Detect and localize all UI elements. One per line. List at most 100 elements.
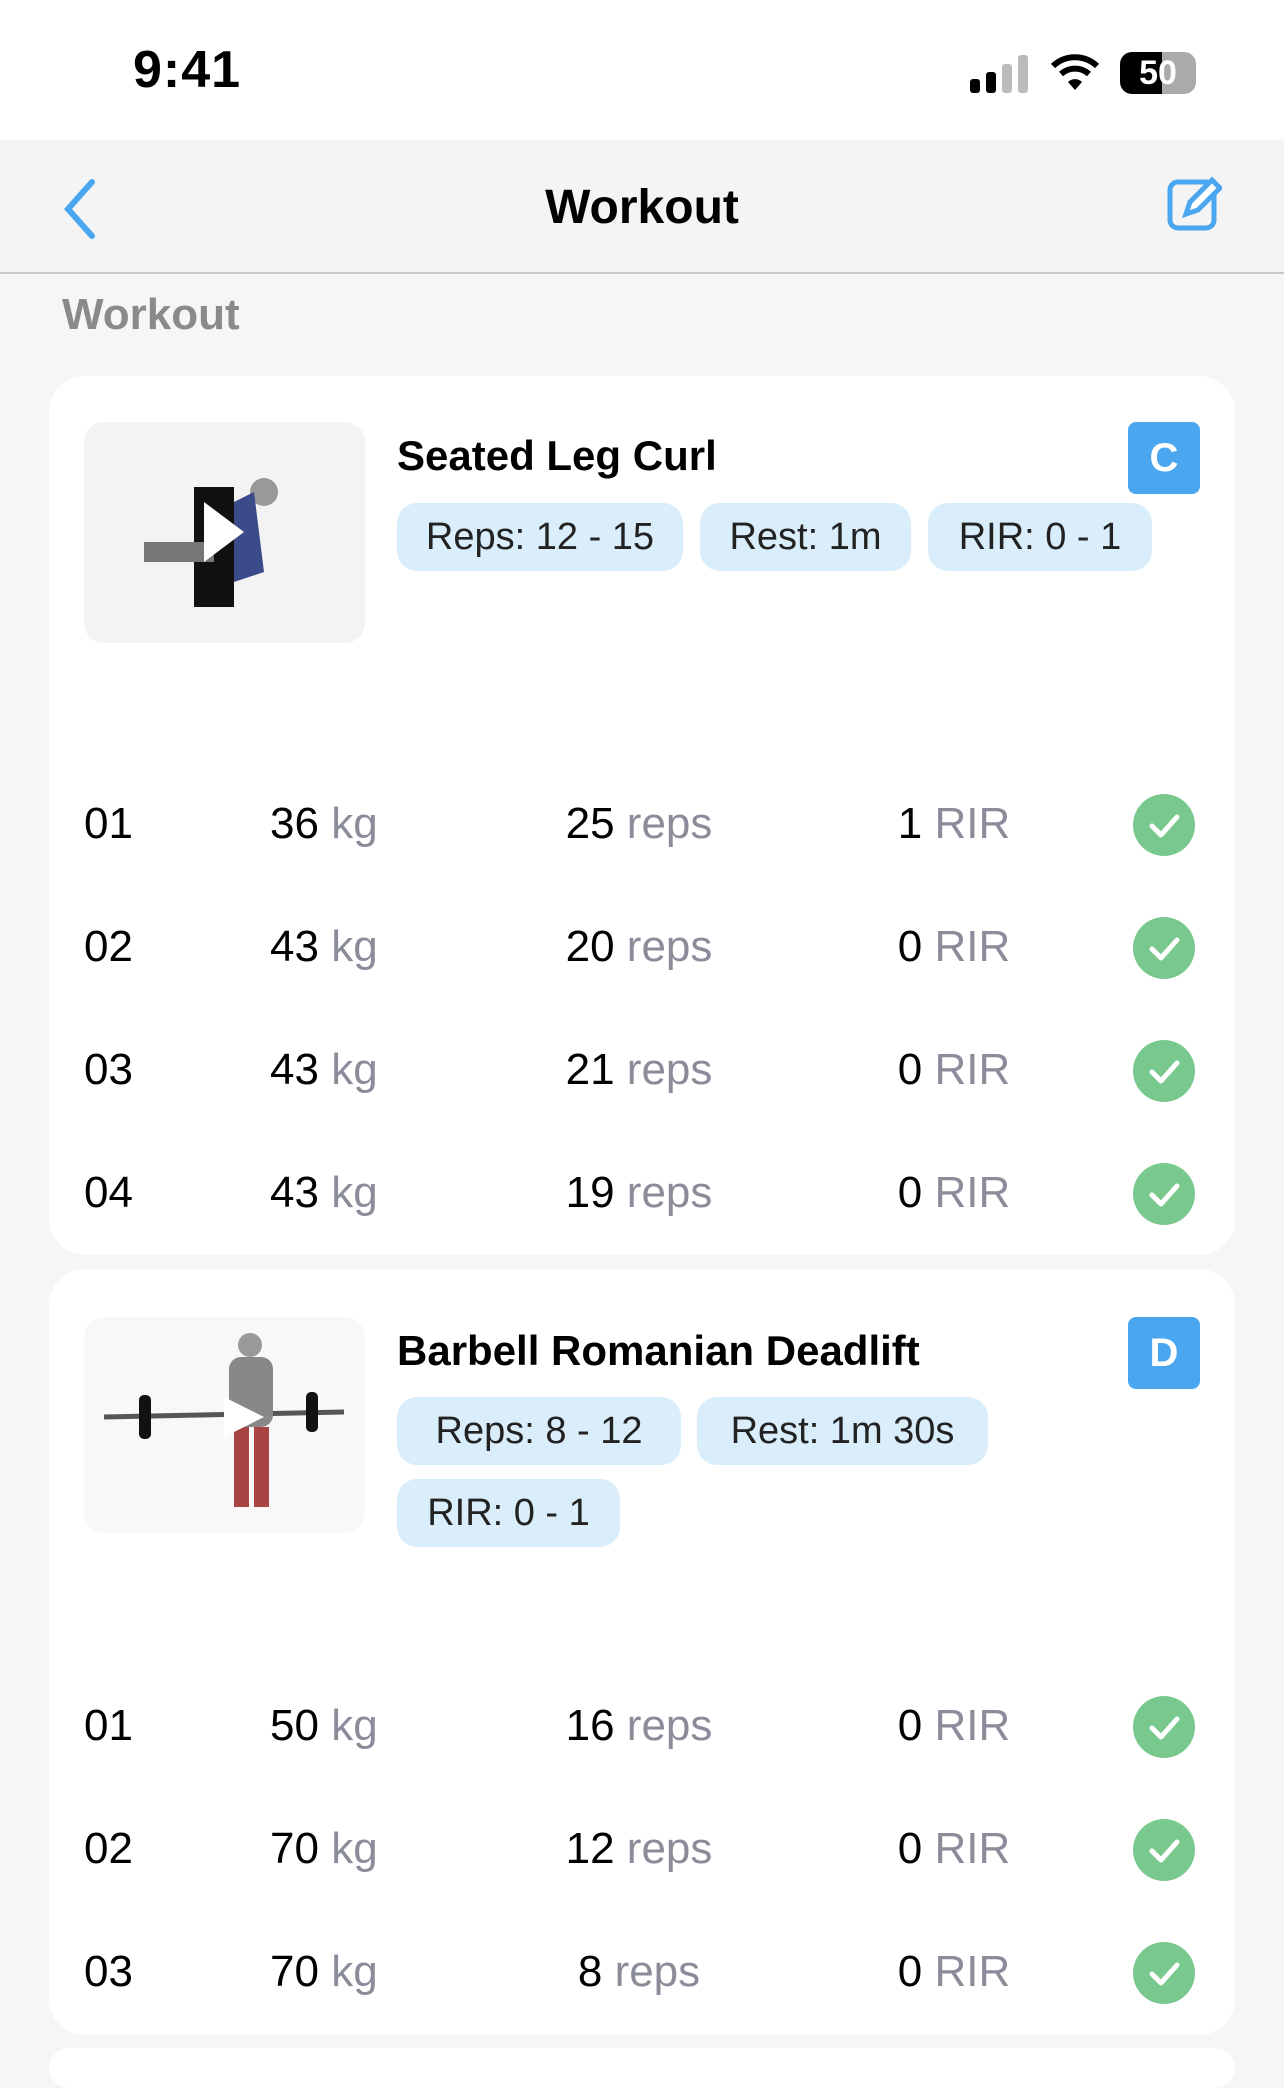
set-rir: 0 RIR [849, 1701, 1059, 1751]
rir-unit: RIR [934, 799, 1011, 848]
set-number: 03 [84, 1947, 133, 1996]
signal-icon [970, 55, 1028, 93]
rir-value: 1 [897, 799, 923, 848]
exercise-illustration [103, 1333, 345, 1507]
set-complete-checkmark-icon[interactable] [1133, 1819, 1195, 1881]
rir-value: 0 [897, 1045, 923, 1094]
rest-chip: Rest: 1m 30s [697, 1397, 988, 1465]
reps-value: 16 [565, 1701, 615, 1750]
weight-unit: kg [331, 1701, 378, 1750]
weight-value: 70 [270, 1824, 319, 1873]
superset-badge: C [1128, 422, 1200, 494]
weight-value: 36 [270, 799, 319, 848]
set-weight: 43 kg [270, 1045, 378, 1095]
set-weight: 43 kg [270, 922, 378, 972]
rir-value: 0 [897, 1168, 923, 1217]
exercise-card[interactable]: Barbell Romanian Deadlift D Reps: 8 - 12… [49, 1269, 1235, 2035]
reps-unit: reps [626, 1824, 713, 1873]
reps-chip: Reps: 12 - 15 [397, 503, 683, 571]
set-number: 01 [84, 1701, 133, 1750]
rir-unit: RIR [934, 922, 1011, 971]
play-icon [204, 502, 244, 562]
set-complete-checkmark-icon[interactable] [1133, 1040, 1195, 1102]
set-rir: 0 RIR [849, 1824, 1059, 1874]
rir-unit: RIR [934, 1168, 1011, 1217]
rir-unit: RIR [934, 1045, 1011, 1094]
battery-level: 50 [1139, 54, 1177, 92]
weight-value: 70 [270, 1947, 319, 1996]
exercise-video-thumbnail[interactable] [84, 1317, 365, 1533]
weight-unit: kg [331, 1824, 378, 1873]
rir-value: 0 [897, 1947, 923, 1996]
exercise-name: Barbell Romanian Deadlift [397, 1327, 920, 1374]
set-weight: 36 kg [270, 799, 378, 849]
rir-unit: RIR [934, 1947, 1011, 1996]
rir-chip: RIR: 0 - 1 [928, 503, 1152, 571]
reps-value: 19 [565, 1168, 615, 1217]
rir-unit: RIR [934, 1824, 1011, 1873]
reps-unit: reps [626, 1045, 713, 1094]
weight-unit: kg [331, 1168, 378, 1217]
set-complete-checkmark-icon[interactable] [1133, 1696, 1195, 1758]
nav-bar: Workout [0, 140, 1284, 274]
exercise-name: Seated Leg Curl [397, 432, 717, 479]
clock: 9:41 [133, 41, 242, 99]
set-row[interactable]: 02 43 kg 20 reps 0 RIR [49, 908, 1235, 988]
set-number: 04 [84, 1168, 133, 1217]
exercise-video-thumbnail[interactable] [84, 422, 365, 643]
set-rir: 1 RIR [849, 799, 1059, 849]
weight-value: 50 [270, 1701, 319, 1750]
rest-chip: Rest: 1m [700, 503, 911, 571]
set-complete-checkmark-icon[interactable] [1133, 917, 1195, 979]
set-row[interactable]: 03 43 kg 21 reps 0 RIR [49, 1031, 1235, 1111]
rir-value: 0 [897, 1701, 923, 1750]
set-reps: 19 reps [509, 1168, 769, 1218]
set-number: 02 [84, 922, 133, 971]
set-weight: 43 kg [270, 1168, 378, 1218]
rir-chip: RIR: 0 - 1 [397, 1479, 620, 1547]
exercise-card[interactable]: Seated Leg Curl C Reps: 12 - 15 Rest: 1m… [49, 376, 1235, 1255]
set-reps: 8 reps [509, 1947, 769, 1997]
edit-icon[interactable] [1166, 176, 1222, 234]
back-chevron-icon[interactable] [60, 178, 100, 240]
set-row[interactable]: 02 70 kg 12 reps 0 RIR [49, 1810, 1235, 1890]
reps-value: 25 [565, 799, 615, 848]
set-number: 03 [84, 1045, 133, 1094]
wifi-icon [1050, 54, 1100, 90]
play-icon [224, 1397, 264, 1437]
set-complete-checkmark-icon[interactable] [1133, 794, 1195, 856]
weight-value: 43 [270, 1168, 319, 1217]
section-title: Workout [62, 290, 240, 339]
set-row[interactable]: 01 50 kg 16 reps 0 RIR [49, 1687, 1235, 1767]
exercise-illustration [144, 478, 278, 607]
weight-value: 43 [270, 1045, 319, 1094]
reps-unit: reps [626, 799, 713, 848]
set-reps: 16 reps [509, 1701, 769, 1751]
battery-icon: 50 [1120, 52, 1196, 94]
set-number: 01 [84, 799, 133, 848]
set-rir: 0 RIR [849, 1045, 1059, 1095]
set-weight: 50 kg [270, 1701, 378, 1751]
status-bar: 9:41 50 [0, 0, 1284, 140]
set-rir: 0 RIR [849, 922, 1059, 972]
reps-value: 12 [565, 1824, 615, 1873]
weight-unit: kg [331, 799, 378, 848]
set-complete-checkmark-icon[interactable] [1133, 1163, 1195, 1225]
reps-unit: reps [626, 1168, 713, 1217]
reps-value: 8 [577, 1947, 603, 1996]
set-reps: 12 reps [509, 1824, 769, 1874]
set-row[interactable]: 01 36 kg 25 reps 1 RIR [49, 785, 1235, 865]
set-complete-checkmark-icon[interactable] [1133, 1942, 1195, 2004]
reps-value: 21 [565, 1045, 615, 1094]
set-rir: 0 RIR [849, 1168, 1059, 1218]
set-row[interactable]: 04 43 kg 19 reps 0 RIR [49, 1154, 1235, 1234]
set-weight: 70 kg [270, 1947, 378, 1997]
set-row[interactable]: 03 70 kg 8 reps 0 RIR [49, 1933, 1235, 2013]
reps-unit: reps [626, 922, 713, 971]
reps-unit: reps [614, 1947, 701, 1996]
exercise-card[interactable] [49, 2048, 1235, 2088]
set-number: 02 [84, 1824, 133, 1873]
rir-unit: RIR [934, 1701, 1011, 1750]
weight-unit: kg [331, 1947, 378, 1996]
page-title: Workout [545, 181, 739, 234]
